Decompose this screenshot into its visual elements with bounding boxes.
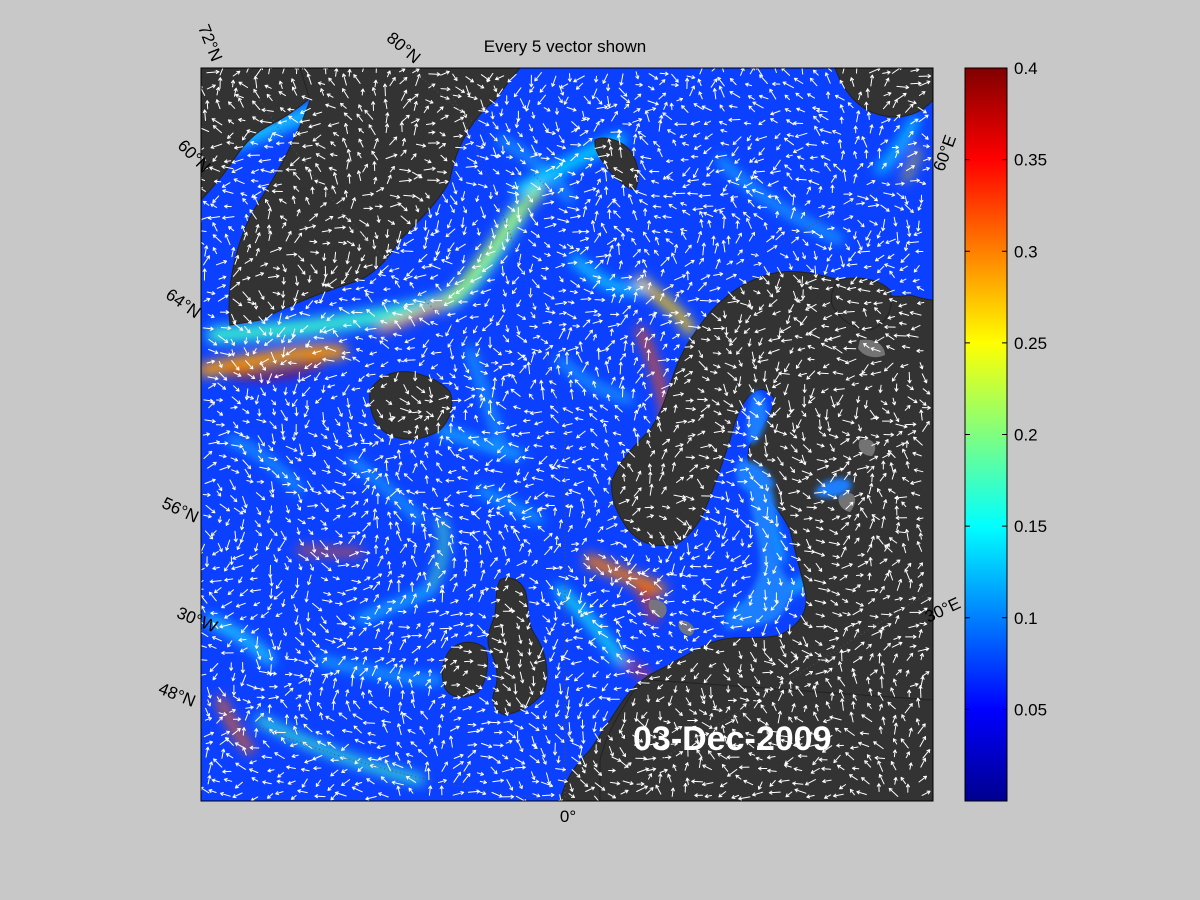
- colorbar-ticks: 0.4 0.35 0.3 0.25 0.2 0.15 0.1 0.05: [965, 59, 1047, 719]
- vector-arrows: [201, 68, 932, 801]
- velocity-vectors: [201, 68, 932, 801]
- colorbar-tick-label: 0.35: [1014, 151, 1047, 170]
- colorbar-tick-label: 0.1: [1014, 609, 1038, 628]
- ireland: [441, 641, 489, 698]
- plot-title: Every 5 vector shown: [484, 37, 647, 56]
- colorbar: 0.4 0.35 0.3 0.25 0.2 0.15 0.1 0.05: [964, 59, 1047, 802]
- colorbar-tick-label: 0.2: [1014, 426, 1038, 445]
- map-panel: [201, 68, 933, 801]
- kola-peninsula: [830, 277, 892, 331]
- colorbar-tick-label: 0.25: [1014, 334, 1047, 353]
- lat-label-72n: 72°N: [194, 22, 226, 64]
- colorbar-tick-label: 0.05: [1014, 700, 1047, 719]
- graticule: [201, 68, 933, 801]
- barents-coast: [834, 68, 933, 118]
- colorbar-tick-label: 0.15: [1014, 517, 1047, 536]
- lat-label-56n: 56°N: [159, 493, 201, 526]
- colorbar-gradient: [964, 67, 1008, 802]
- lat-label-80n: 80°N: [383, 28, 424, 67]
- lat-label-64n: 64°N: [162, 285, 204, 322]
- date-stamp: 03-Dec-2009: [633, 720, 831, 758]
- colorbar-tick-label: 0.4: [1014, 59, 1038, 78]
- lat-label-48n: 48°N: [156, 679, 198, 711]
- map-frame: [200, 67, 934, 802]
- great-britain: [487, 577, 548, 716]
- lon-label-60e: 60°E: [930, 132, 961, 173]
- continental-europe: [599, 679, 933, 801]
- colorbar-tick-label: 0.3: [1014, 242, 1038, 261]
- lon-label-0: 0°: [560, 807, 576, 826]
- current-speed-field: [201, 83, 921, 785]
